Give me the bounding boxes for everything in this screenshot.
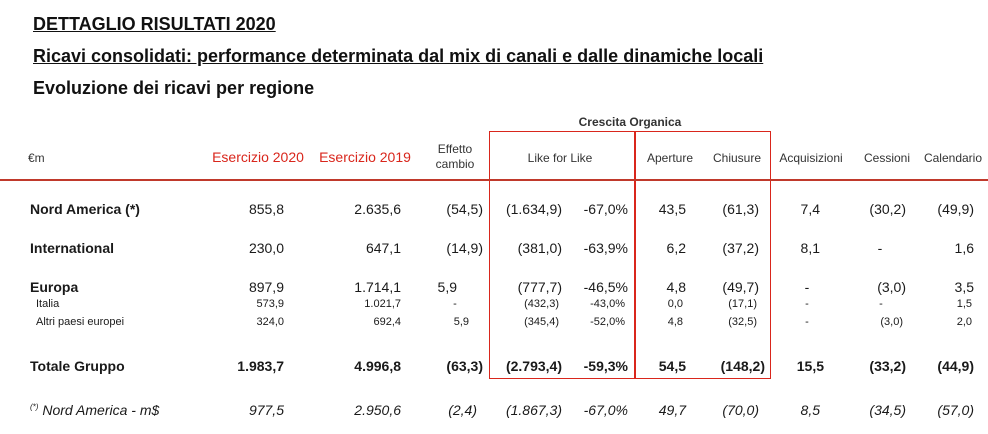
cell-openings: 0,0 [667, 298, 683, 310]
cell-calendar: 2,0 [956, 316, 972, 328]
cell-openings: 43,5 [658, 201, 686, 217]
cell-closures: (70,0) [722, 402, 759, 418]
cell-disposals: - [879, 298, 883, 310]
cell-lfl-abs: (432,3) [524, 298, 559, 310]
cell-closures: (49,7) [722, 279, 759, 295]
organic-growth-divider [634, 131, 636, 379]
col-header-acquisitions: Acquisizioni [779, 151, 843, 165]
cell-fx: - [453, 298, 457, 310]
col-header-closures: Chiusure [712, 151, 762, 165]
row-label: (*) Nord America - m$ [30, 402, 159, 418]
row-label: International [30, 240, 115, 256]
col-header-fx-line2: cambio [435, 157, 475, 171]
organic-growth-box [489, 131, 771, 379]
cell-acquisitions: - [805, 316, 809, 328]
cell-fx: 5,9 [453, 316, 469, 328]
cell-closures: (148,2) [720, 358, 765, 374]
cell-fy2019: 1.714,1 [354, 279, 401, 295]
row-label: Nord America (*) [30, 201, 140, 217]
cell-lfl-abs: (2.793,4) [505, 358, 562, 374]
cell-openings: 6,2 [666, 240, 686, 256]
cell-lfl-abs: (777,7) [517, 279, 562, 295]
cell-acquisitions: - [804, 279, 810, 295]
cell-disposals: (34,5) [869, 402, 906, 418]
col-header-fx-line1: Effetto [437, 142, 473, 156]
cell-fy2019: 4.996,8 [354, 358, 401, 374]
cell-disposals: (30,2) [869, 201, 906, 217]
cell-fy2020: 855,8 [248, 201, 284, 217]
page-title: DETTAGLIO RISULTATI 2020 [33, 14, 276, 34]
row-label: Italia [36, 298, 60, 310]
cell-closures: (17,1) [728, 298, 757, 310]
footnote-marker: (*) [30, 402, 39, 412]
cell-lfl-abs: (381,0) [517, 240, 562, 256]
cell-fy2019: 647,1 [365, 240, 401, 256]
cell-lfl-pct: -67,0% [583, 201, 628, 217]
header-rule [0, 179, 988, 181]
cell-fy2019: 1.021,7 [364, 298, 401, 310]
col-header-fy2019: Esercizio 2019 [319, 149, 411, 165]
cell-calendar: (49,9) [937, 201, 974, 217]
cell-fy2019: 692,4 [373, 316, 401, 328]
col-header-disposals: Cessioni [863, 151, 911, 165]
cell-fy2020: 1.983,7 [237, 358, 284, 374]
col-header-calendar: Calendario [923, 151, 983, 165]
cell-lfl-abs: (1.867,3) [505, 402, 562, 418]
cell-calendar: 1,6 [954, 240, 974, 256]
cell-openings: 4,8 [667, 316, 683, 328]
col-header-fy2020: Esercizio 2020 [212, 149, 304, 165]
cell-lfl-pct: -67,0% [583, 402, 628, 418]
cell-lfl-pct: -59,3% [583, 358, 628, 374]
cell-fx: 5,9 [437, 279, 457, 295]
cell-acquisitions: 15,5 [796, 358, 824, 374]
cell-calendar: 3,5 [954, 279, 974, 295]
cell-fy2019: 2.635,6 [354, 201, 401, 217]
row-label: Totale Gruppo [30, 358, 125, 374]
cell-fy2019: 2.950,6 [354, 402, 401, 418]
cell-fy2020: 573,9 [256, 298, 284, 310]
cell-acquisitions: 8,1 [800, 240, 820, 256]
cell-acquisitions: 8,5 [800, 402, 820, 418]
cell-fx: (63,3) [446, 358, 483, 374]
cell-disposals: (3,0) [877, 279, 906, 295]
cell-closures: (61,3) [722, 201, 759, 217]
col-header-lfl: Like for Like [527, 151, 593, 165]
col-header-openings: Aperture [646, 151, 694, 165]
cell-fx: (2,4) [448, 402, 477, 418]
cell-acquisitions: - [805, 298, 809, 310]
cell-closures: (32,5) [728, 316, 757, 328]
section-title: Evoluzione dei ricavi per regione [33, 78, 315, 98]
cell-lfl-pct: -63,9% [583, 240, 628, 256]
cell-lfl-abs: (1.634,9) [505, 201, 562, 217]
cell-lfl-pct: -43,0% [590, 298, 625, 310]
cell-fx: (14,9) [446, 240, 483, 256]
col-header-fx: Effetto cambio [430, 142, 480, 172]
cell-calendar: (57,0) [937, 402, 974, 418]
row-label: Altri paesi europei [36, 316, 125, 328]
row-label: Europa [30, 279, 79, 295]
cell-lfl-pct: -46,5% [583, 279, 628, 295]
cell-openings: 49,7 [658, 402, 686, 418]
cell-lfl-pct: -52,0% [590, 316, 625, 328]
cell-acquisitions: 7,4 [800, 201, 820, 217]
page-subtitle: Ricavi consolidati: performance determin… [33, 46, 764, 66]
cell-fy2020: 977,5 [248, 402, 284, 418]
cell-fy2020: 324,0 [256, 316, 284, 328]
cell-fy2020: 230,0 [248, 240, 284, 256]
cell-calendar: (44,9) [937, 358, 974, 374]
cell-calendar: 1,5 [956, 298, 972, 310]
col-header-unit: €m [28, 151, 45, 165]
cell-openings: 4,8 [666, 279, 686, 295]
cell-lfl-abs: (345,4) [524, 316, 559, 328]
cell-fx: (54,5) [446, 201, 483, 217]
cell-disposals: (3,0) [880, 316, 903, 328]
cell-disposals: (33,2) [869, 358, 906, 374]
cell-openings: 54,5 [658, 358, 686, 374]
cell-closures: (37,2) [722, 240, 759, 256]
cell-fy2020: 897,9 [248, 279, 284, 295]
footnote-label: Nord America - m$ [42, 402, 160, 418]
group-header-organic: Crescita Organica [578, 115, 682, 129]
cell-disposals: - [877, 240, 883, 256]
